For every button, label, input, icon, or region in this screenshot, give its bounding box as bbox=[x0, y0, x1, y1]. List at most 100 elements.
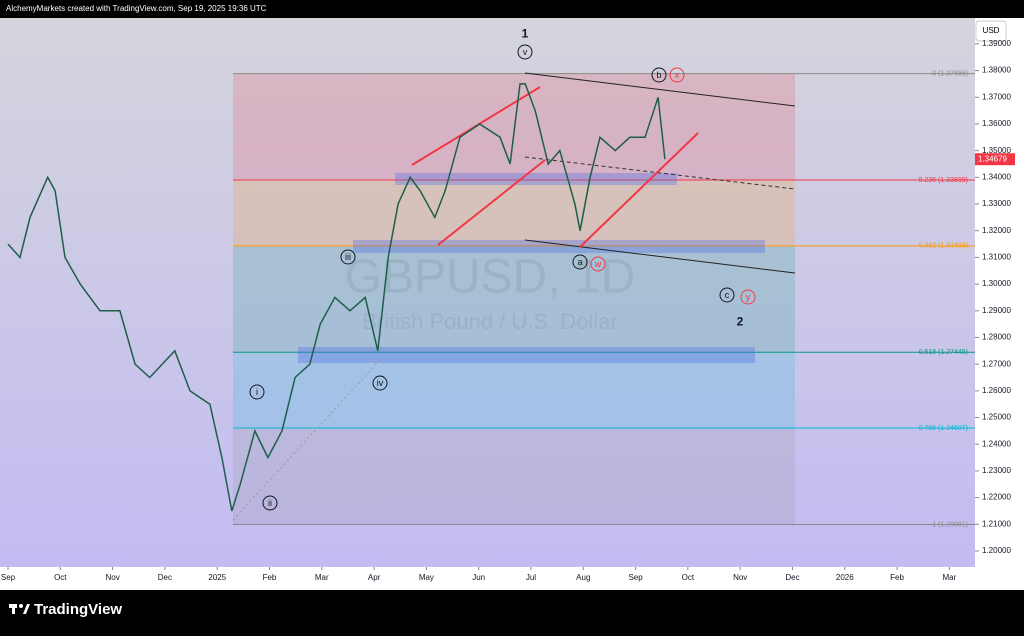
channel-line bbox=[524, 239, 796, 274]
wave-label: x bbox=[675, 70, 680, 80]
x-tick-label: Aug bbox=[576, 573, 590, 582]
x-tick-label: Sep bbox=[1, 573, 16, 582]
wave-circle bbox=[740, 289, 756, 305]
y-tick-label: 1.30000 bbox=[982, 279, 1011, 288]
logo-mark bbox=[23, 604, 30, 614]
x-tick-label: Oct bbox=[682, 573, 695, 582]
wave-circle bbox=[517, 44, 533, 60]
x-tick-label: Dec bbox=[158, 573, 172, 582]
x-tick-label: May bbox=[419, 573, 434, 582]
y-tick-label: 1.37000 bbox=[982, 92, 1011, 101]
y-tick-label: 1.36000 bbox=[982, 119, 1011, 128]
wave-circle bbox=[651, 67, 667, 83]
x-tick-label: Mar bbox=[315, 573, 329, 582]
footer-brand: TradingView bbox=[34, 601, 122, 618]
x-tick-label: Jul bbox=[526, 573, 536, 582]
red-trendline bbox=[437, 159, 546, 246]
fib-label: 0 (1.37886) bbox=[932, 70, 968, 77]
y-tick-label: 1.20000 bbox=[982, 546, 1011, 555]
y-tick-label: 1.32000 bbox=[982, 226, 1011, 235]
wave-circle bbox=[262, 495, 278, 511]
wave-label: i bbox=[256, 387, 258, 397]
fib-label: 0.236 (1.33899) bbox=[919, 177, 968, 184]
dotted-trend bbox=[232, 359, 381, 521]
logo-mark bbox=[19, 604, 23, 608]
plot-area bbox=[0, 18, 975, 567]
wave-label: c bbox=[725, 290, 730, 300]
watermark-name: British Pound / U.S. Dollar bbox=[362, 309, 618, 334]
drawings bbox=[232, 72, 796, 521]
y-tick-label: 1.29000 bbox=[982, 306, 1011, 315]
fib-label: 0.382 (1.31433) bbox=[919, 243, 968, 250]
x-tick-label: Mar bbox=[942, 573, 956, 582]
x-tick-label: Feb bbox=[890, 573, 904, 582]
y-tick-label: 1.21000 bbox=[982, 519, 1011, 528]
x-tick-label: Dec bbox=[785, 573, 799, 582]
currency-box bbox=[975, 20, 1007, 42]
plot: 1 v b x iii a w c y 2 i iv ii bbox=[7, 27, 756, 512]
wave-circle bbox=[372, 375, 388, 391]
y-tick-label: 1.25000 bbox=[982, 413, 1011, 422]
wave-circle bbox=[249, 384, 265, 400]
logo bbox=[9, 604, 30, 614]
price-axis bbox=[975, 18, 1024, 590]
x-tick-label: Feb bbox=[263, 573, 277, 582]
wave-circle bbox=[572, 254, 588, 270]
channel-midline bbox=[524, 156, 796, 190]
fib-band bbox=[233, 352, 795, 429]
wave-label: y bbox=[746, 292, 751, 302]
fib-band bbox=[233, 180, 795, 246]
header-text: AlchemyMarkets created with TradingView.… bbox=[6, 4, 267, 13]
zone bbox=[395, 173, 677, 185]
x-tick-label: Apr bbox=[368, 573, 381, 582]
y-tick-label: 1.33000 bbox=[982, 199, 1011, 208]
y-tick-label: 1.28000 bbox=[982, 333, 1011, 342]
header-bar bbox=[0, 0, 1024, 18]
wave-label: w bbox=[594, 259, 602, 269]
last-price-label: 1.34679 bbox=[978, 154, 1007, 163]
currency: USD bbox=[983, 26, 1000, 35]
y-tick-label: 1.38000 bbox=[982, 66, 1011, 75]
y-tick-label: 1.26000 bbox=[982, 386, 1011, 395]
y-tick-label: 1.34000 bbox=[982, 172, 1011, 181]
zone bbox=[298, 347, 755, 363]
y-tick-label: 1.24000 bbox=[982, 439, 1011, 448]
wave-label: iv bbox=[377, 378, 384, 388]
wave-label: a bbox=[577, 257, 582, 267]
wave-label: b bbox=[656, 70, 661, 80]
y-tick-label: 1.35000 bbox=[982, 146, 1011, 155]
fib-label: 0.786 (1.24607) bbox=[919, 425, 968, 432]
wave-circle bbox=[340, 249, 356, 265]
zone bbox=[353, 240, 765, 253]
x-tick-label: Sep bbox=[628, 573, 643, 582]
fib-band bbox=[233, 428, 795, 525]
y-tick-label: 1.39000 bbox=[982, 39, 1011, 48]
wave-label: iii bbox=[345, 252, 351, 262]
y-tick-label: 1.31000 bbox=[982, 253, 1011, 262]
y-tick-label: 1.23000 bbox=[982, 466, 1011, 475]
fib-band bbox=[233, 245, 795, 353]
wave-circle bbox=[669, 67, 685, 83]
y-tick-label: 1.22000 bbox=[982, 493, 1011, 502]
fib-label: 0.618 (1.27445) bbox=[919, 349, 968, 356]
wave-label: v bbox=[523, 47, 528, 57]
last-price-tag bbox=[975, 153, 1015, 166]
wave-label: ii bbox=[268, 498, 272, 508]
x-tick-label: Nov bbox=[105, 573, 119, 582]
y-tick-label: 1.27000 bbox=[982, 359, 1011, 368]
wave-circle bbox=[590, 256, 606, 272]
time-axis bbox=[0, 567, 975, 590]
red-trendline bbox=[579, 132, 699, 248]
x-tick-label: 2025 bbox=[208, 573, 226, 582]
wave-label: 2 bbox=[737, 315, 744, 329]
fib-bands: 0 (1.37886) 0.236 (1.33899) 0.382 (1.31433… bbox=[233, 70, 975, 528]
x-tick-label: Jun bbox=[472, 573, 485, 582]
logo-mark bbox=[12, 604, 15, 614]
x-tick-label: Nov bbox=[733, 573, 747, 582]
channel-line bbox=[524, 72, 796, 107]
footer-bar bbox=[0, 590, 1024, 631]
price-line bbox=[7, 83, 666, 512]
x-tick-label: Oct bbox=[54, 573, 67, 582]
